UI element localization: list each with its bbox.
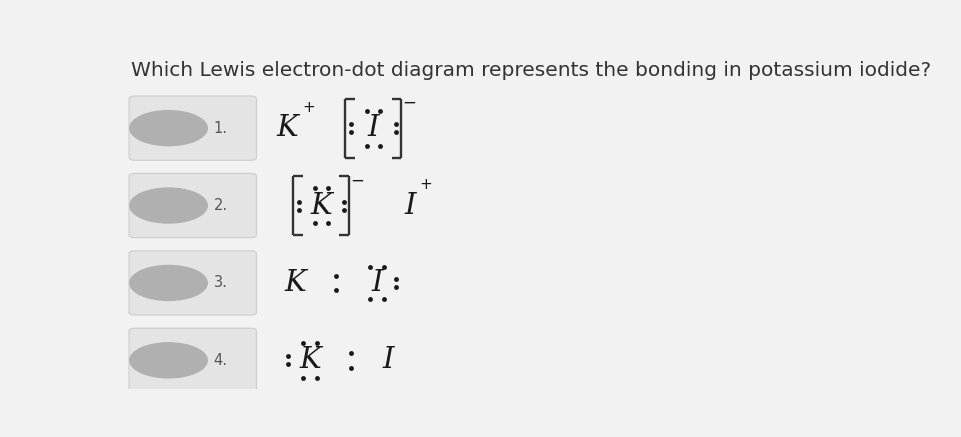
FancyBboxPatch shape — [129, 173, 257, 238]
Circle shape — [130, 111, 208, 146]
Text: 4.: 4. — [213, 353, 228, 368]
FancyBboxPatch shape — [129, 251, 257, 315]
Text: I: I — [371, 269, 382, 297]
Circle shape — [130, 343, 208, 378]
Text: I: I — [405, 191, 416, 219]
FancyBboxPatch shape — [129, 328, 257, 392]
Text: I: I — [368, 114, 379, 142]
Text: −: − — [402, 94, 416, 112]
Text: K: K — [299, 347, 321, 375]
Text: Which Lewis electron-dot diagram represents the bonding in potassium iodide?: Which Lewis electron-dot diagram represe… — [132, 61, 931, 80]
Circle shape — [130, 188, 208, 223]
Text: −: − — [350, 171, 364, 189]
Text: 2.: 2. — [213, 198, 228, 213]
Text: 1.: 1. — [213, 121, 228, 135]
Text: +: + — [419, 177, 431, 192]
Text: I: I — [382, 347, 394, 375]
FancyBboxPatch shape — [129, 96, 257, 160]
Text: K: K — [284, 269, 306, 297]
Text: +: + — [302, 100, 315, 115]
Text: K: K — [310, 191, 333, 219]
Text: 3.: 3. — [213, 275, 228, 291]
Circle shape — [130, 265, 208, 300]
Text: K: K — [277, 114, 299, 142]
